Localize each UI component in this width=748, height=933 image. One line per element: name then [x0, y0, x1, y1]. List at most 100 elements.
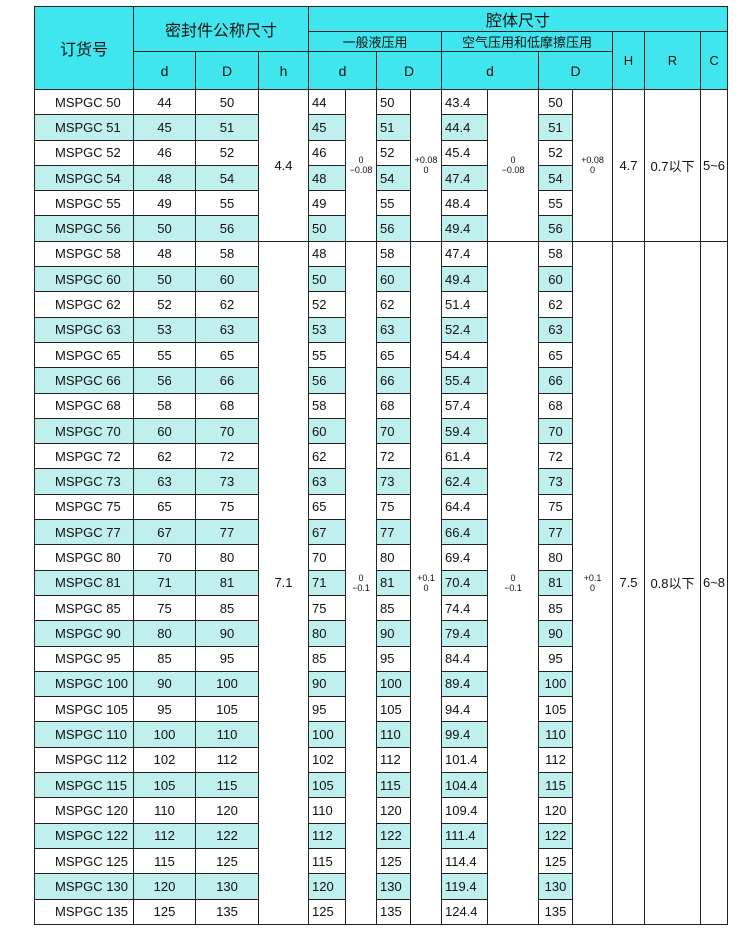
air-d: 47.4: [441, 240, 488, 268]
hyd-D: 65: [376, 341, 411, 369]
table-row: MSPGC 95 85 95 85 95 84.4 95: [34, 645, 728, 672]
air-D: 62: [538, 291, 573, 318]
header-hyd-D: D: [376, 51, 442, 90]
hyd-D-tolerance-line: 0: [423, 582, 429, 593]
cavity-C: 5~6: [699, 89, 729, 242]
order-number: MSPGC 100: [34, 670, 134, 698]
hyd-d: 67: [308, 519, 346, 546]
air-D: 54: [538, 164, 573, 192]
seal-d: 80: [133, 620, 196, 647]
order-number: MSPGC 112: [34, 746, 134, 774]
hyd-d: 105: [308, 772, 346, 799]
order-number: MSPGC 58: [34, 240, 134, 268]
order-number: MSPGC 54: [34, 164, 134, 192]
hyd-D: 95: [376, 645, 411, 672]
hyd-D-tolerance: +0.08 0: [410, 89, 442, 242]
air-D: 125: [538, 847, 573, 875]
air-d-tolerance-line: −0.1: [504, 582, 522, 593]
order-number: MSPGC 90: [34, 620, 134, 647]
seal-d: 62: [133, 443, 196, 470]
cavity-C: 6~8: [699, 240, 729, 925]
seal-d: 58: [133, 392, 196, 419]
air-d: 111.4: [441, 822, 488, 849]
order-number: MSPGC 81: [34, 569, 134, 596]
air-D: 73: [538, 468, 573, 495]
hyd-D: 81: [376, 569, 411, 596]
hyd-D: 54: [376, 164, 411, 192]
hyd-d: 63: [308, 468, 346, 495]
hyd-d: 95: [308, 696, 346, 723]
hyd-D: 56: [376, 215, 411, 242]
air-D: 68: [538, 392, 573, 419]
table-row: MSPGC 62 52 62 52 62 51.4 62: [34, 291, 728, 318]
table-row: MSPGC 73 63 73 63 73 62.4 73: [34, 468, 728, 495]
air-d: 84.4: [441, 645, 488, 672]
seal-d: 50: [133, 215, 196, 242]
header-air-D: D: [538, 51, 613, 90]
order-number: MSPGC 72: [34, 443, 134, 470]
hyd-d: 90: [308, 670, 346, 698]
air-d: 94.4: [441, 696, 488, 723]
air-D: 120: [538, 797, 573, 824]
hyd-D: 55: [376, 190, 411, 217]
air-d: 70.4: [441, 569, 488, 596]
header-seal-D: D: [195, 51, 259, 90]
hyd-d: 75: [308, 594, 346, 622]
header-hydraulic: 一般液压用: [308, 31, 442, 52]
table-row: MSPGC 65 55 65 55 65 54.4 65: [34, 341, 728, 369]
order-number: MSPGC 68: [34, 392, 134, 419]
order-number: MSPGC 125: [34, 847, 134, 875]
hyd-D-tolerance-line: 0: [423, 165, 429, 176]
hyd-d: 48: [308, 240, 346, 268]
cavity-H: 7.5: [612, 240, 645, 925]
hyd-D: 77: [376, 519, 411, 546]
hyd-D: 130: [376, 873, 411, 900]
seal-d: 67: [133, 519, 196, 546]
seal-d: 46: [133, 139, 196, 166]
cavity-R: 0.7以下: [644, 89, 701, 242]
hyd-d-tolerance-line: 0: [358, 572, 364, 583]
table-row: MSPGC 52 46 52 46 52 45.4 52: [34, 139, 728, 166]
seal-D: 55: [195, 190, 259, 217]
cavity-R: 0.8以下: [644, 240, 701, 925]
seal-d: 112: [133, 822, 196, 849]
air-d: 99.4: [441, 721, 488, 748]
seal-D: 105: [195, 696, 259, 723]
order-number: MSPGC 130: [34, 873, 134, 900]
hyd-D-tolerance-line: +0.1: [417, 572, 435, 583]
table-row: MSPGC 72 62 72 62 72 61.4 72: [34, 443, 728, 470]
table-row: MSPGC 120 110 120 110 120 109.4 120: [34, 797, 728, 824]
seal-D: 122: [195, 822, 259, 849]
order-number: MSPGC 73: [34, 468, 134, 495]
seal-D: 81: [195, 569, 259, 596]
seal-D: 135: [195, 898, 259, 925]
air-D: 56: [538, 215, 573, 242]
seal-d: 53: [133, 316, 196, 343]
table-row: MSPGC 56 50 56 50 56 49.4 56: [34, 215, 728, 242]
air-D: 58: [538, 240, 573, 268]
air-D: 85: [538, 594, 573, 622]
air-d: 48.4: [441, 190, 488, 217]
seal-D: 65: [195, 341, 259, 369]
table-row: MSPGC 85 75 85 75 85 74.4 85: [34, 594, 728, 622]
hyd-d: 62: [308, 443, 346, 470]
air-D: 122: [538, 822, 573, 849]
hyd-d: 115: [308, 847, 346, 875]
header-C: C: [699, 31, 729, 90]
hyd-d: 102: [308, 746, 346, 774]
seal-D: 70: [195, 417, 259, 445]
hyd-D: 51: [376, 114, 411, 141]
hyd-D: 66: [376, 367, 411, 394]
air-D: 60: [538, 266, 573, 293]
hyd-d: 71: [308, 569, 346, 596]
seal-d: 100: [133, 721, 196, 748]
table-row: MSPGC 58 48 58 7.1 48 0 −0.1 58 +0.1 0 47.4 0 −0.1 58…: [34, 240, 729, 925]
seal-D: 60: [195, 266, 259, 293]
seal-D: 72: [195, 443, 259, 470]
hyd-d: 85: [308, 645, 346, 672]
table-row: MSPGC 68 58 68 58 68 57.4 68: [34, 392, 728, 419]
hyd-D: 80: [376, 544, 411, 571]
air-d: 104.4: [441, 772, 488, 799]
table-row: MSPGC 125 115 125 115 125 114.4 125: [34, 847, 728, 875]
air-D-tolerance: +0.08 0: [572, 89, 613, 242]
